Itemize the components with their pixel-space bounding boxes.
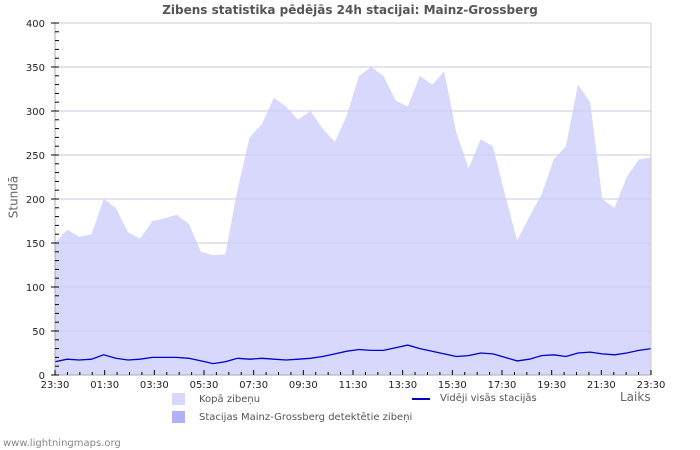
x-tick-label: 23:30 [637,380,666,391]
x-axis-label: Laiks [620,390,651,404]
y-tick-label: 300 [26,107,45,118]
legend-swatch-station [172,411,185,423]
x-tick-label: 07:30 [239,380,268,391]
x-tick-label: 17:30 [488,380,517,391]
area-series [55,67,651,375]
x-tick-label: 09:30 [289,380,318,391]
x-tick-label: 15:30 [438,380,467,391]
legend-item-station: Stacijas Mainz-Grossberg detektētie zibe… [172,411,412,423]
y-tick-label: 0 [39,371,45,382]
x-tick-label: 03:30 [140,380,169,391]
x-tick-label: 13:30 [388,380,417,391]
y-tick-label: 400 [26,19,45,30]
y-axis-label: Stundā [6,175,21,219]
x-tick-label: 19:30 [537,380,566,391]
y-tick-label: 150 [26,239,45,250]
chart-title: Zibens statistika pēdējās 24h stacijai: … [162,3,538,17]
legend-label-average: Vidēji visās stacijās [440,393,537,404]
x-tick-label: 11:30 [339,380,368,391]
x-tick-label: 23:30 [41,380,70,391]
legend-swatch-total [172,393,185,405]
y-tick-label: 250 [26,151,45,162]
y-tick-label: 200 [26,195,45,206]
legend-item-total: Kopā zibeņu [172,393,260,405]
legend-swatch-average [412,397,430,400]
x-tick-label: 05:30 [190,380,219,391]
legend-label-total: Kopā zibeņu [199,393,261,405]
legend-label-station: Stacijas Mainz-Grossberg detektētie zibe… [199,411,413,423]
x-tick-label: 01:30 [90,380,119,391]
legend-item-average: Vidēji visās stacijās [412,393,537,404]
y-tick-label: 350 [26,63,45,74]
y-tick-label: 100 [26,283,45,294]
line-series [54,344,652,365]
x-tick-label: 21:30 [587,380,616,391]
y-tick-label: 50 [32,327,45,338]
footer-link[interactable]: www.lightningmaps.org [3,438,121,449]
